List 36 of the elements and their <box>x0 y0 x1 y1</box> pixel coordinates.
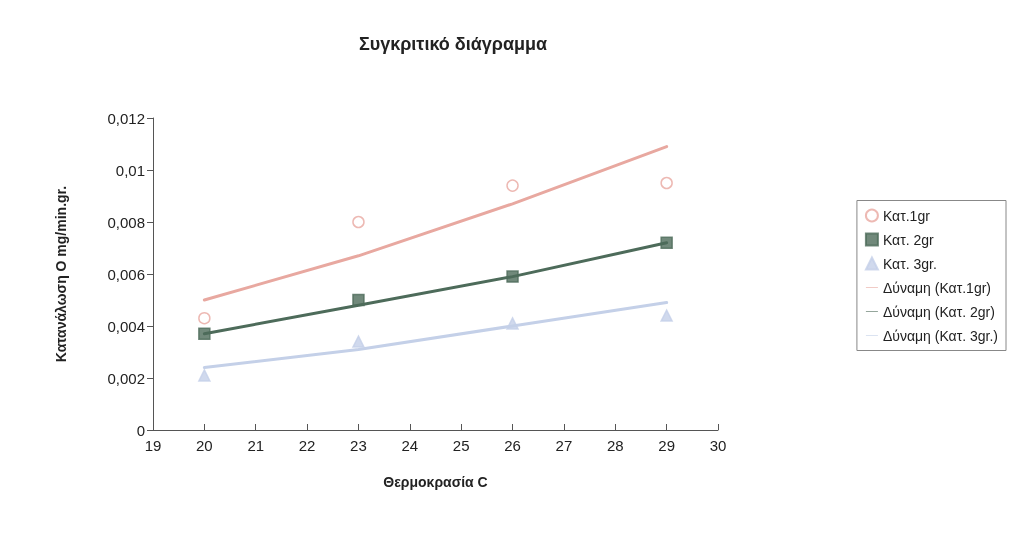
x-tick-label: 19 <box>144 437 162 454</box>
legend-label: Κατ. 2gr <box>882 231 935 248</box>
legend-label: Δύναμη (Κατ.1gr) <box>882 279 991 296</box>
y-axis-title: Κατανάλωση Ο mg/min.gr. <box>53 185 69 363</box>
chart-title: Συγκριτικό διάγραμμα <box>358 34 548 54</box>
y-tick-label: 0,01 <box>115 161 145 179</box>
y-tick-label: 0,006 <box>107 265 145 283</box>
x-tick-label: 27 <box>555 437 573 454</box>
point <box>198 311 211 325</box>
x-tick-label: 28 <box>606 437 624 454</box>
legend-label: Δύναμη (Κατ. 2gr) <box>882 303 995 320</box>
x-tick-label: 25 <box>452 437 470 454</box>
legend-label: Κατ. 3gr. <box>882 255 937 272</box>
x-tick-label: 26 <box>504 437 521 454</box>
line-series <box>202 145 669 302</box>
x-tick-label: 23 <box>350 437 367 454</box>
legend-label: Δύναμη (Κατ. 3gr.) <box>882 327 998 344</box>
point <box>198 369 211 382</box>
y-tick-label: 0 <box>136 421 145 439</box>
point <box>660 309 673 322</box>
x-tick-label: 22 <box>298 437 316 454</box>
point <box>352 335 365 348</box>
point <box>506 179 519 192</box>
point <box>352 215 365 229</box>
y-tick-label: 0,004 <box>107 317 145 335</box>
x-tick-label: 21 <box>247 437 265 454</box>
x-axis-title: Θερμοκρασία C <box>383 474 488 490</box>
x-tick-label: 30 <box>709 437 727 454</box>
x-tick-label: 20 <box>196 437 213 454</box>
y-tick-label: 0,002 <box>107 369 145 387</box>
x-tick-label: 29 <box>658 437 675 454</box>
x-tick-label: 24 <box>401 437 419 454</box>
y-tick-label: 0,012 <box>107 109 145 127</box>
legend-label: Κατ.1gr <box>882 207 931 224</box>
y-tick-label: 0,008 <box>107 213 145 231</box>
point <box>660 176 673 190</box>
